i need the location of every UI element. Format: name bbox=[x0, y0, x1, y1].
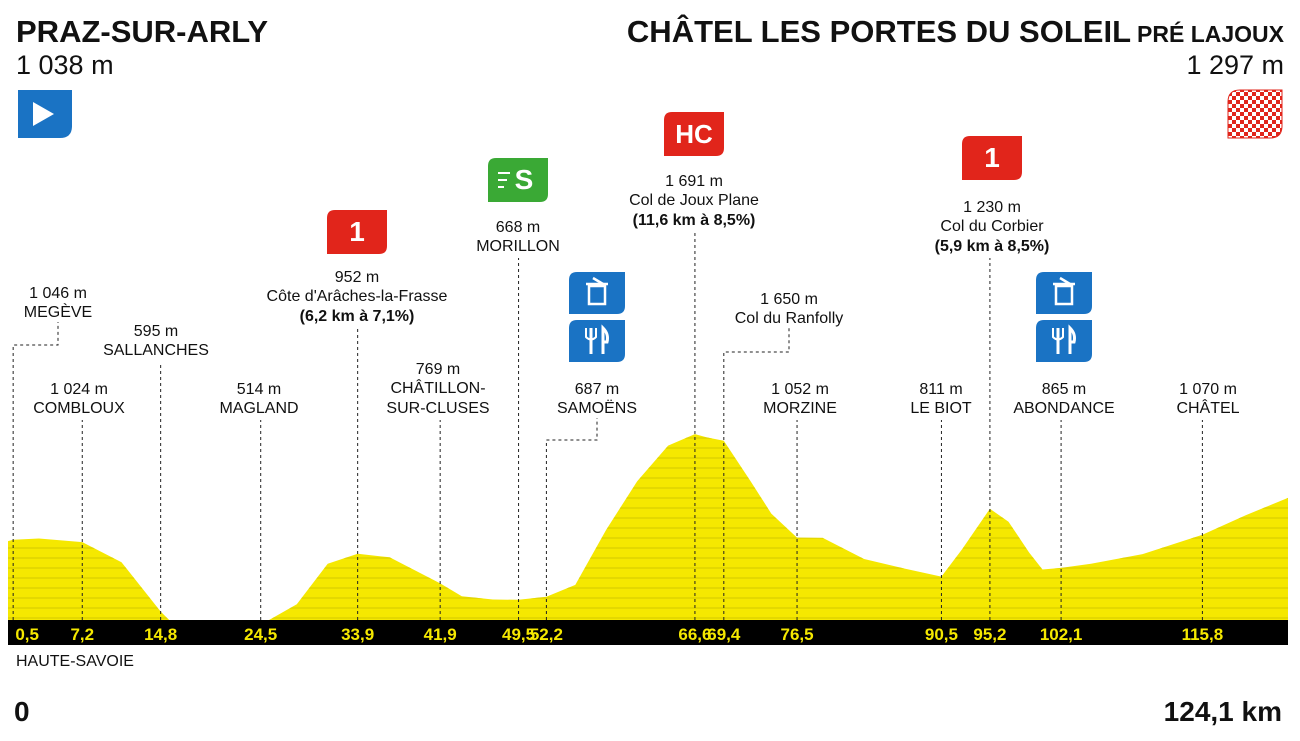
place-name: SALLANCHES bbox=[103, 342, 209, 359]
waste-zone-icon bbox=[1036, 272, 1092, 314]
finish-subtitle: PRÉ LAJOUX bbox=[1137, 21, 1284, 47]
feed-zone-icon bbox=[1036, 320, 1092, 362]
hc-climb-icon: HC bbox=[664, 112, 724, 156]
km-start-label: 0 bbox=[14, 696, 30, 727]
climb-detail: (5,9 km à 8,5%) bbox=[935, 238, 1050, 255]
km-axis-bar bbox=[8, 620, 1288, 645]
cat-1-climb-icon: 1 bbox=[962, 136, 1022, 180]
svg-text:1: 1 bbox=[984, 142, 1000, 173]
km-end-label: 124,1 km bbox=[1163, 696, 1282, 727]
km-tick-label: 95,2 bbox=[973, 625, 1006, 644]
place-leader-line bbox=[545, 418, 598, 620]
place-name: COMBLOUX bbox=[33, 400, 125, 417]
finish-title: CHÂTEL LES PORTES DU SOLEIL PRÉ LAJOUX bbox=[627, 14, 1284, 50]
svg-text:HC: HC bbox=[675, 119, 713, 149]
start-flag-icon bbox=[18, 90, 72, 138]
place-altitude: 1 052 m bbox=[771, 381, 829, 398]
place-name: MORZINE bbox=[763, 400, 837, 417]
feed-zone-icon bbox=[569, 320, 625, 362]
place-name: SAMOËNS bbox=[557, 399, 637, 417]
place-altitude: 952 m bbox=[335, 269, 379, 286]
svg-text:1: 1 bbox=[349, 216, 365, 247]
place-altitude: 1 650 m bbox=[760, 291, 818, 308]
place-altitude: 1 070 m bbox=[1179, 381, 1237, 398]
sprint-icon: S bbox=[488, 158, 548, 202]
place-altitude: 1 046 m bbox=[29, 285, 87, 302]
place-name: Côte d'Arâches-la-Frasse bbox=[267, 288, 448, 305]
start-town: PRAZ-SUR-ARLY bbox=[16, 14, 269, 49]
place-name: Col de Joux Plane bbox=[629, 192, 759, 209]
km-tick-label: 49,5 bbox=[502, 625, 535, 644]
km-tick-label: 7,2 bbox=[70, 625, 94, 644]
elevation-area bbox=[8, 434, 1288, 625]
place-name: ABONDANCE bbox=[1013, 400, 1114, 417]
km-tick-label: 102,1 bbox=[1040, 625, 1083, 644]
start-altitude: 1 038 m bbox=[16, 50, 114, 80]
place-altitude: 1 230 m bbox=[963, 199, 1021, 216]
place-altitude: 811 m bbox=[919, 381, 962, 398]
cat-1-climb-icon: 1 bbox=[327, 210, 387, 254]
km-tick-label: 52,2 bbox=[530, 625, 563, 644]
place-altitude: 514 m bbox=[237, 381, 281, 398]
place-altitude: 668 m bbox=[496, 219, 540, 236]
place-altitude: 1 024 m bbox=[50, 381, 108, 398]
km-tick-label: 90,5 bbox=[925, 625, 958, 644]
km-tick-label: 24,5 bbox=[244, 625, 277, 644]
place-name: Col du Ranfolly bbox=[735, 310, 844, 327]
km-tick-label: 33,9 bbox=[341, 625, 374, 644]
km-tick-label: 66,6 bbox=[678, 625, 711, 644]
place-leader-line bbox=[12, 322, 59, 620]
place-name: MEGÈVE bbox=[24, 302, 92, 321]
region-label: HAUTE-SAVOIE bbox=[16, 653, 134, 670]
place-name: CHÂTEL bbox=[1176, 398, 1239, 417]
place-name: CHÂTILLON- bbox=[390, 378, 485, 397]
place-leader-line bbox=[723, 328, 790, 620]
place-name-line2: SUR-CLUSES bbox=[386, 400, 489, 417]
place-altitude: 769 m bbox=[416, 361, 460, 378]
climb-detail: (6,2 km à 7,1%) bbox=[300, 308, 415, 325]
km-tick-label: 69,4 bbox=[707, 625, 741, 644]
km-tick-label: 115,8 bbox=[1182, 625, 1224, 644]
finish-altitude: 1 297 m bbox=[1186, 50, 1284, 80]
waste-zone-icon bbox=[569, 272, 625, 314]
place-name: LE BIOT bbox=[910, 400, 972, 417]
km-tick-label: 76,5 bbox=[780, 625, 813, 644]
svg-text:S: S bbox=[515, 164, 534, 195]
climb-detail: (11,6 km à 8,5%) bbox=[633, 212, 756, 229]
place-altitude: 595 m bbox=[134, 323, 178, 340]
place-altitude: 687 m bbox=[575, 381, 619, 398]
km-tick-label: 14,8 bbox=[144, 625, 177, 644]
finish-town: CHÂTEL LES PORTES DU SOLEIL bbox=[626, 14, 1132, 49]
km-tick-label: 0,5 bbox=[15, 625, 39, 644]
place-name: Col du Corbier bbox=[940, 218, 1044, 235]
checkered-flag-icon bbox=[1227, 89, 1283, 139]
place-altitude: 1 691 m bbox=[665, 173, 723, 190]
place-name: MAGLAND bbox=[219, 400, 298, 417]
place-altitude: 865 m bbox=[1042, 381, 1086, 398]
place-name: MORILLON bbox=[476, 238, 560, 255]
km-tick-label: 41,9 bbox=[424, 625, 457, 644]
